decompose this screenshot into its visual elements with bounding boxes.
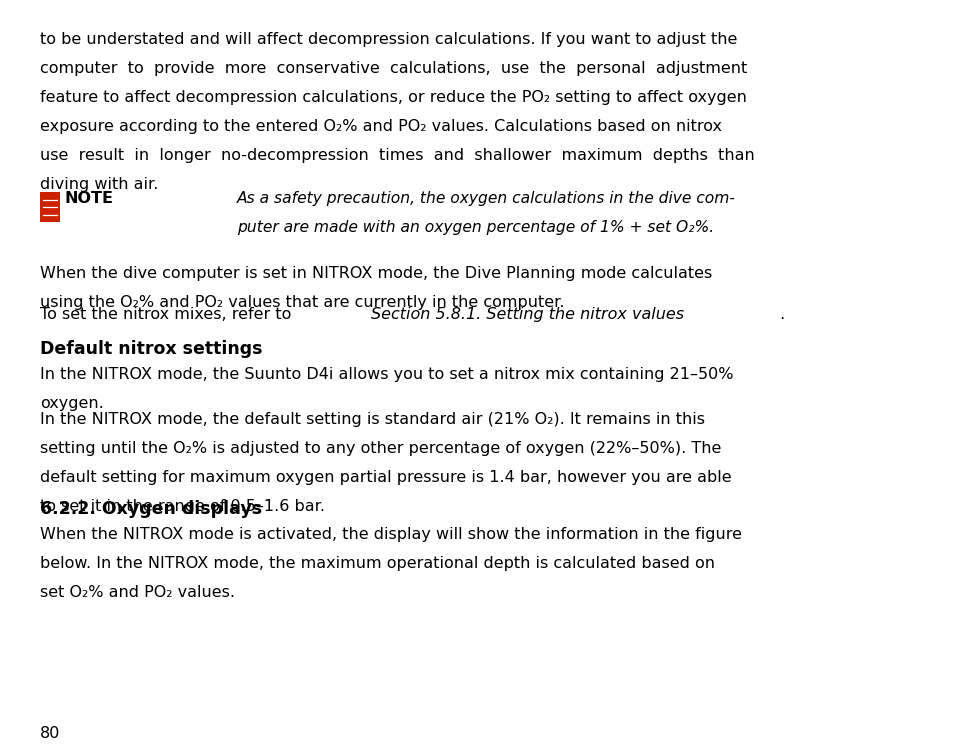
- Text: In the NITROX mode, the Suunto D4i allows you to set a nitrox mix containing 21–: In the NITROX mode, the Suunto D4i allow…: [40, 367, 733, 382]
- Text: diving with air.: diving with air.: [40, 178, 158, 192]
- Text: using the O₂% and PO₂ values that are currently in the computer.: using the O₂% and PO₂ values that are cu…: [40, 295, 564, 310]
- Text: oxygen.: oxygen.: [40, 396, 104, 411]
- Text: puter are made with an oxygen percentage of 1% + set O₂%.: puter are made with an oxygen percentage…: [236, 219, 713, 234]
- Text: setting until the O₂% is adjusted to any other percentage of oxygen (22%–50%). T: setting until the O₂% is adjusted to any…: [40, 442, 720, 456]
- Text: 6.2.2. Oxygen displays: 6.2.2. Oxygen displays: [40, 500, 262, 519]
- Text: As a safety precaution, the oxygen calculations in the dive com-: As a safety precaution, the oxygen calcu…: [236, 191, 735, 206]
- Text: below. In the NITROX mode, the maximum operational depth is calculated based on: below. In the NITROX mode, the maximum o…: [40, 556, 715, 571]
- Text: .: .: [774, 307, 784, 322]
- Text: In the NITROX mode, the default setting is standard air (21% O₂). It remains in : In the NITROX mode, the default setting …: [40, 412, 704, 427]
- Text: When the dive computer is set in NITROX mode, the Dive Planning mode calculates: When the dive computer is set in NITROX …: [40, 266, 712, 281]
- Text: Default nitrox settings: Default nitrox settings: [40, 340, 262, 358]
- Text: computer  to  provide  more  conservative  calculations,  use  the  personal  ad: computer to provide more conservative ca…: [40, 61, 746, 76]
- FancyBboxPatch shape: [40, 192, 60, 222]
- Text: feature to affect decompression calculations, or reduce the PO₂ setting to affec: feature to affect decompression calculat…: [40, 90, 746, 105]
- Text: use  result  in  longer  no-decompression  times  and  shallower  maximum  depth: use result in longer no-decompression ti…: [40, 148, 754, 163]
- Text: When the NITROX mode is activated, the display will show the information in the : When the NITROX mode is activated, the d…: [40, 527, 741, 542]
- Text: to be understated and will affect decompression calculations. If you want to adj: to be understated and will affect decomp…: [40, 32, 737, 47]
- Text: To set the nitrox mixes, refer to: To set the nitrox mixes, refer to: [40, 307, 296, 322]
- Text: Section 5.8.1. Setting the nitrox values: Section 5.8.1. Setting the nitrox values: [371, 307, 683, 322]
- Text: NOTE: NOTE: [65, 191, 113, 206]
- Text: 80: 80: [40, 726, 60, 741]
- Text: exposure according to the entered O₂% and PO₂ values. Calculations based on nitr: exposure according to the entered O₂% an…: [40, 119, 721, 134]
- Text: set O₂% and PO₂ values.: set O₂% and PO₂ values.: [40, 585, 234, 600]
- Text: default setting for maximum oxygen partial pressure is 1.4 bar, however you are : default setting for maximum oxygen parti…: [40, 470, 731, 485]
- Text: to set it in the range of 0.5–1.6 bar.: to set it in the range of 0.5–1.6 bar.: [40, 499, 325, 514]
